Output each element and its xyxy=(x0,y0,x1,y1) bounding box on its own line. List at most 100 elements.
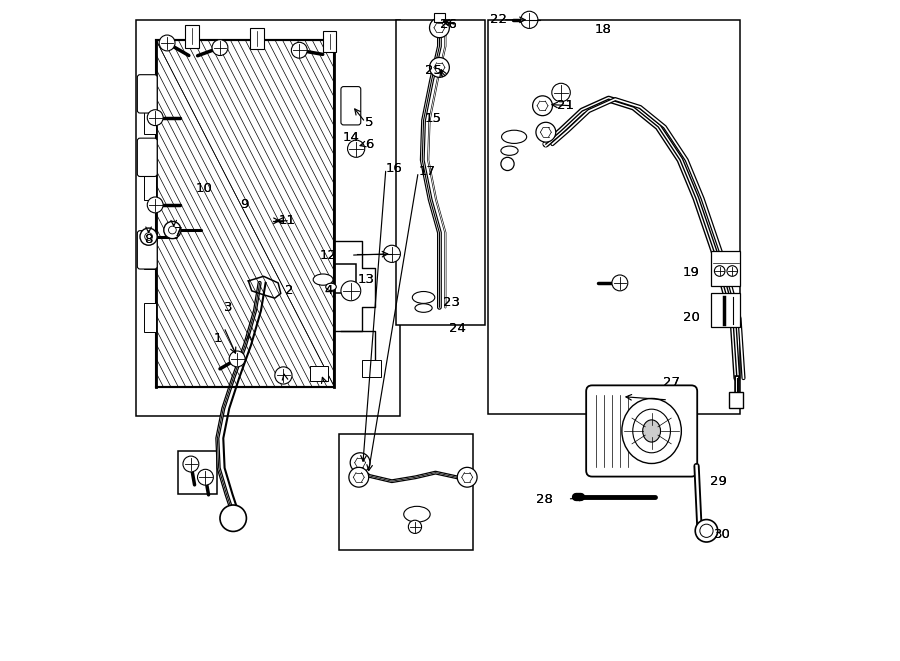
Bar xyxy=(711,293,740,327)
Circle shape xyxy=(148,197,163,213)
Bar xyxy=(156,40,334,387)
Bar xyxy=(434,13,445,22)
Circle shape xyxy=(536,122,556,142)
Text: 16: 16 xyxy=(386,162,403,175)
Text: 15: 15 xyxy=(425,112,442,126)
Text: 19: 19 xyxy=(683,266,700,279)
Bar xyxy=(177,451,217,494)
Circle shape xyxy=(212,40,228,56)
Text: 21: 21 xyxy=(557,99,574,112)
Ellipse shape xyxy=(643,420,661,442)
Circle shape xyxy=(164,221,181,239)
FancyBboxPatch shape xyxy=(586,385,698,477)
Circle shape xyxy=(409,520,421,533)
Text: 10: 10 xyxy=(195,182,212,195)
Circle shape xyxy=(292,42,307,58)
Circle shape xyxy=(140,228,158,245)
Bar xyxy=(396,20,485,325)
Text: 25: 25 xyxy=(425,64,442,77)
Text: 13: 13 xyxy=(357,273,374,286)
Text: 14: 14 xyxy=(342,131,359,144)
Text: 22: 22 xyxy=(490,13,507,26)
Circle shape xyxy=(197,469,213,485)
Bar xyxy=(136,20,400,416)
Text: 11: 11 xyxy=(278,214,295,227)
Ellipse shape xyxy=(313,274,333,286)
Text: 20: 20 xyxy=(683,311,700,324)
Bar xyxy=(310,264,356,293)
Circle shape xyxy=(168,226,176,234)
Bar xyxy=(339,434,473,550)
Text: 3: 3 xyxy=(224,301,232,314)
Text: 7: 7 xyxy=(174,226,182,239)
Bar xyxy=(711,251,740,286)
Circle shape xyxy=(349,467,369,487)
Text: 1: 1 xyxy=(214,332,222,345)
Bar xyxy=(184,25,200,48)
Text: 23: 23 xyxy=(444,296,461,309)
FancyBboxPatch shape xyxy=(138,75,157,113)
Text: 17: 17 xyxy=(418,165,436,178)
Bar xyxy=(144,303,156,332)
Circle shape xyxy=(552,83,571,102)
Text: 12: 12 xyxy=(320,249,336,262)
Text: 19: 19 xyxy=(683,266,700,279)
Circle shape xyxy=(612,275,628,291)
Text: 15: 15 xyxy=(425,112,442,126)
Bar xyxy=(144,171,156,200)
Circle shape xyxy=(695,520,717,542)
Text: 20: 20 xyxy=(683,311,700,324)
Bar xyxy=(362,360,381,377)
Circle shape xyxy=(700,524,713,537)
Circle shape xyxy=(230,351,245,367)
Bar xyxy=(323,31,337,52)
Circle shape xyxy=(341,281,361,301)
Circle shape xyxy=(383,245,400,262)
Circle shape xyxy=(501,157,514,171)
Bar xyxy=(144,240,156,269)
Text: 25: 25 xyxy=(425,64,442,77)
Ellipse shape xyxy=(622,399,681,463)
Text: 18: 18 xyxy=(594,22,611,36)
Circle shape xyxy=(183,456,199,472)
Text: 22: 22 xyxy=(490,13,507,26)
Circle shape xyxy=(533,96,553,116)
Ellipse shape xyxy=(412,292,435,303)
Text: 13: 13 xyxy=(357,273,374,286)
Bar xyxy=(310,366,328,381)
Circle shape xyxy=(274,367,292,384)
Bar xyxy=(250,28,264,49)
Text: 27: 27 xyxy=(662,375,680,389)
Circle shape xyxy=(159,35,175,51)
Text: 1: 1 xyxy=(214,332,222,345)
Text: 17: 17 xyxy=(418,165,436,178)
Text: 6: 6 xyxy=(365,137,374,151)
Text: 26: 26 xyxy=(440,18,457,31)
Text: 14: 14 xyxy=(342,131,359,144)
Circle shape xyxy=(145,233,152,241)
Text: 10: 10 xyxy=(195,182,212,195)
Text: 2: 2 xyxy=(284,284,293,297)
Ellipse shape xyxy=(404,506,430,522)
Ellipse shape xyxy=(501,130,526,143)
Text: 27: 27 xyxy=(662,375,680,389)
FancyBboxPatch shape xyxy=(138,138,157,176)
Circle shape xyxy=(521,11,538,28)
Text: 8: 8 xyxy=(145,233,153,246)
Text: 30: 30 xyxy=(715,527,732,541)
Text: 5: 5 xyxy=(365,116,374,129)
Text: 9: 9 xyxy=(239,198,248,212)
Circle shape xyxy=(220,505,247,531)
Text: 21: 21 xyxy=(557,99,574,112)
Circle shape xyxy=(715,266,725,276)
Text: 30: 30 xyxy=(715,527,732,541)
Text: 7: 7 xyxy=(174,226,182,239)
Ellipse shape xyxy=(415,303,432,312)
Text: 9: 9 xyxy=(239,198,248,212)
Text: 26: 26 xyxy=(440,18,457,31)
Text: 5: 5 xyxy=(365,116,374,129)
Circle shape xyxy=(429,58,449,77)
Text: 6: 6 xyxy=(365,137,374,151)
Text: 4: 4 xyxy=(324,284,333,297)
Ellipse shape xyxy=(633,409,670,453)
